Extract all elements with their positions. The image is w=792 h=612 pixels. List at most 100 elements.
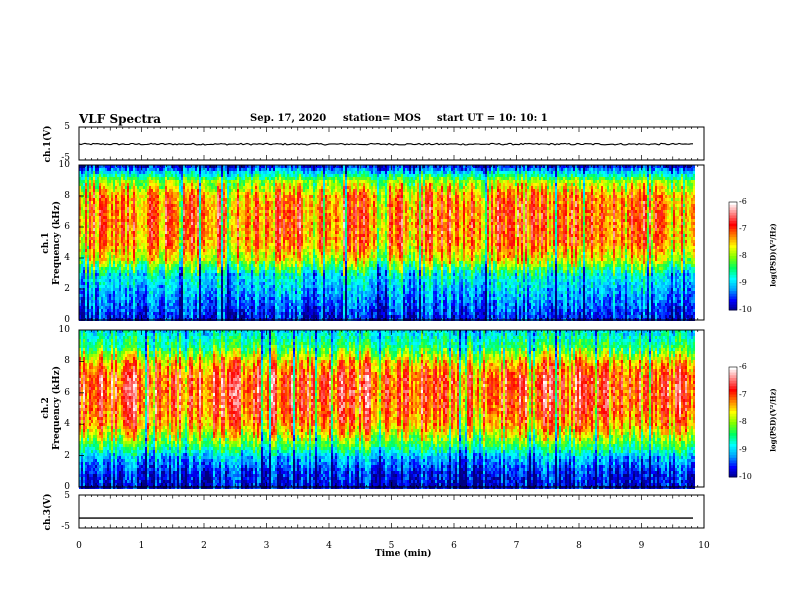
- spectrogram-cell: [123, 270, 125, 273]
- spectrogram-cell: [121, 240, 123, 243]
- spectrogram-cell: [259, 192, 261, 195]
- spectrogram-cell: [213, 228, 215, 231]
- spectrogram-cell: [231, 168, 233, 171]
- spectrogram-cell: [117, 222, 119, 225]
- spectrogram-cell: [141, 183, 143, 186]
- spectrogram-cell: [173, 294, 175, 297]
- spectrogram-cell: [239, 216, 241, 219]
- spectrogram-cell: [191, 192, 193, 195]
- spectrogram-cell: [185, 297, 187, 300]
- spectrogram-cell: [149, 249, 151, 252]
- spectrogram-cell: [209, 267, 211, 270]
- spectrogram-cell: [201, 273, 203, 276]
- spectrogram-cell: [153, 258, 155, 261]
- spectrogram-cell: [193, 288, 195, 291]
- spectrogram-cell: [83, 273, 85, 276]
- spectrogram-cell: [231, 264, 233, 267]
- spectrogram-cell: [87, 198, 89, 201]
- spectrogram-cell: [175, 282, 177, 285]
- spectrogram-cell: [195, 204, 197, 207]
- spectrogram-cell: [121, 315, 123, 318]
- spectrogram-cell: [217, 288, 219, 291]
- spectrogram-cell: [99, 195, 101, 198]
- spectrogram-cell: [241, 231, 243, 234]
- spectrogram-cell: [109, 276, 111, 279]
- spectrogram-cell: [123, 204, 125, 207]
- spectrogram-cell: [217, 264, 219, 267]
- spectrogram-cell: [239, 273, 241, 276]
- spectrogram-cell: [103, 294, 105, 297]
- spectrogram-cell: [95, 255, 97, 258]
- spectrogram-cell: [173, 249, 175, 252]
- spectrogram-cell: [173, 279, 175, 282]
- spectrogram-cell: [197, 216, 199, 219]
- spectrogram-cell: [205, 270, 207, 273]
- spectrogram-cell: [131, 234, 133, 237]
- spectrogram-cell: [183, 303, 185, 306]
- spectrogram-cell: [197, 168, 199, 171]
- spectrogram-cell: [145, 282, 147, 285]
- spectrogram-cell: [231, 225, 233, 228]
- spectrogram-cell: [137, 213, 139, 216]
- spectrogram-cell: [235, 204, 237, 207]
- spectrogram-cell: [97, 255, 99, 258]
- spectrogram-cell: [217, 297, 219, 300]
- spectrogram-cell: [163, 267, 165, 270]
- spectrogram-cell: [207, 174, 209, 177]
- spectrogram-cell: [213, 237, 215, 240]
- spectrogram-cell: [163, 237, 165, 240]
- spectrogram-cell: [139, 198, 141, 201]
- spectrogram-cell: [147, 183, 149, 186]
- spectrogram-cell: [187, 213, 189, 216]
- spectrogram-cell: [175, 237, 177, 240]
- spectrogram-cell: [157, 213, 159, 216]
- spectrogram-cell: [93, 240, 95, 243]
- spectrogram-cell: [229, 285, 231, 288]
- spectrogram-cell: [139, 189, 141, 192]
- spectrogram-cell: [253, 261, 255, 264]
- spectrogram-cell: [237, 180, 239, 183]
- spectrogram-cell: [179, 186, 181, 189]
- spectrogram-cell: [187, 174, 189, 177]
- spectrogram-cell: [133, 258, 135, 261]
- spectrogram-cell: [167, 180, 169, 183]
- spectrogram-cell: [209, 177, 211, 180]
- spectrogram-cell: [155, 243, 157, 246]
- spectrogram-cell: [161, 252, 163, 255]
- spectrogram-cell: [113, 309, 115, 312]
- spectrogram-cell: [99, 192, 101, 195]
- spectrogram-cell: [101, 267, 103, 270]
- spectrogram-cell: [149, 171, 151, 174]
- spectrogram-cell: [117, 276, 119, 279]
- spectrogram-cell: [191, 225, 193, 228]
- spectrogram-cell: [187, 168, 189, 171]
- spectrogram-cell: [221, 303, 223, 306]
- spectrogram-cell: [91, 246, 93, 249]
- spectrogram-cell: [109, 285, 111, 288]
- spectrogram-cell: [135, 264, 137, 267]
- spectrogram-cell: [199, 219, 201, 222]
- spectrogram-cell: [255, 219, 257, 222]
- spectrogram-cell: [209, 237, 211, 240]
- spectrogram-cell: [93, 231, 95, 234]
- spectrogram-cell: [233, 315, 235, 318]
- spectrogram-cell: [195, 240, 197, 243]
- spectrogram-cell: [203, 249, 205, 252]
- spectrogram-cell: [215, 207, 217, 210]
- spectrogram-cell: [81, 231, 83, 234]
- spectrogram-cell: [97, 234, 99, 237]
- spectrogram-cell: [143, 237, 145, 240]
- spectrogram-cell: [129, 174, 131, 177]
- spectrogram-cell: [243, 192, 245, 195]
- spectrogram-cell: [233, 192, 235, 195]
- spectrogram-cell: [89, 273, 91, 276]
- spectrogram-cell: [177, 186, 179, 189]
- spectrogram-cell: [233, 222, 235, 225]
- spectrogram-cell: [225, 225, 227, 228]
- spectrogram-cell: [105, 252, 107, 255]
- spectrogram-cell: [89, 195, 91, 198]
- spectrogram-cell: [157, 252, 159, 255]
- spectrogram-cell: [155, 201, 157, 204]
- spectrogram-cell: [105, 201, 107, 204]
- spectrogram-cell: [221, 177, 223, 180]
